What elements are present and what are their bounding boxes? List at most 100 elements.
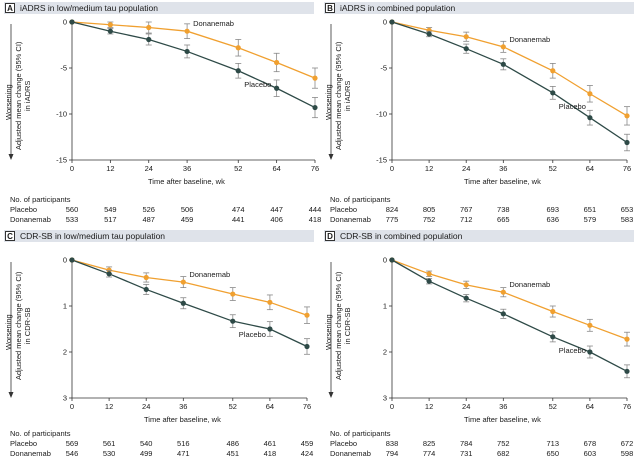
y-tick-label: -5: [60, 64, 67, 73]
panel-d: D CDR-SB in combined population Worsenin…: [320, 228, 640, 458]
participant-count: 752: [497, 439, 510, 448]
participant-count: 487: [142, 215, 155, 224]
data-point-donanemab: [235, 45, 241, 51]
x-tick-label: 36: [499, 402, 507, 411]
data-point-placebo: [146, 36, 152, 43]
panel-header: A iADRS in low/medium tau population: [4, 2, 314, 14]
y-tick-label: 2: [63, 348, 67, 357]
panel-a: A iADRS in low/medium tau population Wor…: [0, 0, 321, 227]
participant-count: 713: [546, 439, 560, 448]
participant-count: 516: [177, 439, 190, 448]
y-tick-label: 3: [383, 394, 387, 403]
x-tick-label: 64: [272, 164, 280, 173]
x-tick-label: 52: [549, 164, 557, 173]
data-point-placebo: [180, 300, 186, 306]
data-point-placebo: [389, 257, 395, 263]
participant-count: 530: [102, 449, 116, 458]
data-point-placebo: [107, 28, 113, 34]
data-point-donanemab: [587, 91, 593, 97]
x-tick-label: 64: [586, 402, 594, 411]
data-point-placebo: [389, 19, 395, 25]
data-point-placebo: [624, 368, 630, 374]
participant-count: 471: [177, 449, 190, 458]
participant-count: 406: [270, 215, 283, 224]
participant-count: 540: [139, 439, 153, 448]
participant-count: 424: [300, 449, 314, 458]
participant-count: 546: [65, 449, 79, 458]
participant-count: 794: [385, 449, 399, 458]
y-tick-label: 2: [383, 348, 387, 357]
participant-count: 636: [546, 215, 560, 224]
participants-table: No. of participants Placebo 569 561 540 516 4…: [10, 429, 315, 458]
series-label-placebo: Placebo: [239, 330, 266, 339]
participants-header: No. of participants: [10, 195, 71, 204]
panel-header: B iADRS in combined population: [324, 2, 634, 14]
data-point-placebo: [235, 68, 241, 74]
participant-count: 549: [104, 205, 117, 214]
data-point-placebo: [274, 85, 280, 91]
x-axis-label: Time after baseline, wk: [148, 177, 225, 186]
participant-count: 650: [546, 449, 560, 458]
data-point-donanemab: [107, 22, 113, 28]
participant-count: 665: [497, 215, 510, 224]
participant-count: 598: [620, 449, 634, 458]
x-tick-label: 0: [390, 164, 394, 173]
data-point-donanemab: [463, 282, 469, 288]
participant-count: 603: [583, 449, 597, 458]
data-point-donanemab: [304, 312, 310, 318]
data-point-placebo: [587, 115, 593, 121]
participants-header: No. of participants: [10, 429, 71, 438]
participant-count: 560: [65, 205, 79, 214]
panel-letter: B: [325, 3, 335, 13]
data-point-placebo: [184, 48, 190, 55]
participant-count: 653: [620, 205, 634, 214]
x-tick-label: 0: [70, 164, 74, 173]
participant-count: 451: [226, 449, 240, 458]
worsening-arrow-head: [328, 392, 334, 398]
row-label-placebo: Placebo: [330, 205, 358, 214]
data-point-placebo: [624, 139, 630, 146]
row-label-donanemab: Donanemab: [330, 215, 371, 224]
data-point-donanemab: [500, 289, 506, 295]
x-tick-label: 36: [179, 402, 187, 411]
participant-count: 506: [180, 205, 194, 214]
x-tick-label: 12: [106, 164, 114, 173]
panel-header: D CDR-SB in combined population: [324, 230, 634, 242]
row-label-placebo: Placebo: [10, 439, 38, 448]
series-label-placebo: Placebo: [559, 102, 586, 111]
participant-count: 825: [422, 439, 436, 448]
panel-letter: C: [5, 231, 15, 241]
series-label-donanemab: Donanemab: [189, 270, 230, 279]
series-label-donanemab: Donanemab: [509, 35, 550, 44]
participant-count: 712: [459, 215, 473, 224]
data-point-placebo: [69, 19, 75, 25]
y-tick-label: -15: [56, 156, 67, 165]
x-tick-label: 52: [229, 402, 237, 411]
y-tick-label: -5: [380, 64, 387, 73]
participant-count: 678: [583, 439, 597, 448]
data-point-placebo: [463, 295, 469, 301]
row-label-donanemab: Donanemab: [330, 449, 371, 458]
participant-count: 731: [459, 449, 473, 458]
panel-c: C CDR-SB in low/medium tau population Wo…: [0, 228, 320, 458]
participant-count: 459: [300, 439, 314, 448]
participant-count: 682: [497, 449, 510, 458]
participant-count: 461: [263, 439, 277, 448]
data-point-donanemab: [180, 279, 186, 285]
row-label-placebo: Placebo: [330, 439, 358, 448]
data-point-placebo: [587, 349, 593, 355]
worsening-arrow-head: [8, 392, 14, 398]
participants-header: No. of participants: [330, 429, 391, 438]
x-tick-label: 76: [311, 164, 319, 173]
data-point-placebo: [230, 318, 236, 324]
x-axis-label: Time after baseline, wk: [464, 415, 541, 424]
participant-count: 775: [385, 215, 399, 224]
data-point-donanemab: [426, 271, 432, 277]
x-tick-label: 52: [234, 164, 242, 173]
participant-count: 517: [104, 215, 117, 224]
y-tick-label: 0: [63, 256, 67, 265]
participant-count: 784: [459, 439, 473, 448]
participant-count: 441: [231, 215, 245, 224]
